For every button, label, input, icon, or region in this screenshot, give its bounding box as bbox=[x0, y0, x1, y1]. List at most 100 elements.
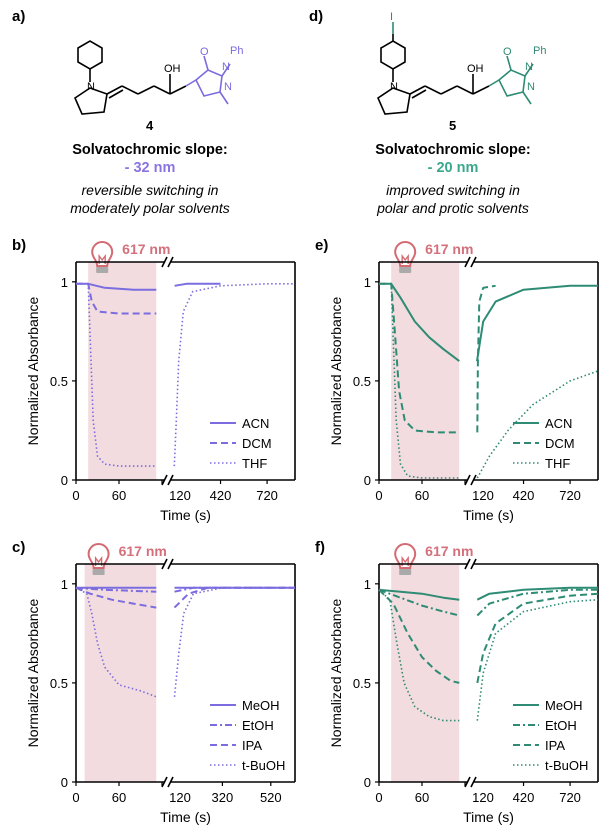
axis-break-mark bbox=[470, 776, 477, 788]
legend-label: DCM bbox=[545, 436, 575, 451]
y-tick-label: 0.5 bbox=[50, 374, 68, 389]
panel-label-a: a) bbox=[12, 8, 26, 25]
y-tick-label: 0 bbox=[364, 473, 371, 488]
x-tick-label: 420 bbox=[210, 488, 232, 503]
chart-b: b) 617 nm 0 0.5 1 0 60 120 420 720 Time (s) Normali… bbox=[12, 237, 296, 523]
series-line-dcm-left bbox=[76, 282, 157, 315]
bulb-glass bbox=[394, 543, 417, 569]
series-line-dcm-right bbox=[476, 284, 496, 433]
x-tick-label: 120 bbox=[169, 790, 191, 805]
bulb-filament bbox=[94, 555, 103, 566]
series-line-dcm-left bbox=[379, 282, 460, 434]
x-tick-label: 0 bbox=[375, 790, 382, 805]
y-axis-label: Normalized Absorbance bbox=[25, 296, 41, 445]
legend-label: DCM bbox=[242, 436, 272, 451]
x-axis-label: Time (s) bbox=[160, 507, 211, 523]
chart-f: f) 617 nm 0 0.5 1 0 60 120 420 720 Time (s) Normali… bbox=[315, 539, 599, 825]
oh-label: OH bbox=[164, 63, 181, 75]
x-tick-label: 60 bbox=[112, 488, 126, 503]
panel-label-d: d) bbox=[309, 8, 324, 25]
n-ring-label: N bbox=[390, 81, 398, 93]
bulb-glass bbox=[91, 241, 114, 267]
axis-break-mark bbox=[464, 474, 471, 486]
chart-e: e) 617 nm 0 0.5 1 0 60 120 420 720 Time (s) Normali… bbox=[315, 237, 599, 523]
y-axis-label: Normalized Absorbance bbox=[328, 598, 344, 747]
compound-number: 5 bbox=[449, 118, 456, 133]
irradiation-wavelength-label: 617 nm bbox=[425, 543, 473, 559]
n2-label: N bbox=[224, 81, 232, 93]
legend-label: EtOH bbox=[545, 718, 577, 733]
x-tick-label: 520 bbox=[260, 790, 282, 805]
compound-5-structure: I N OH O N N Ph 5 bbox=[376, 11, 546, 133]
irradiation-window bbox=[391, 564, 460, 782]
axis-break-mark bbox=[161, 474, 168, 486]
bulb-filament bbox=[98, 253, 106, 264]
y-tick-label: 1 bbox=[364, 275, 371, 290]
x-axis-label: Time (s) bbox=[160, 809, 211, 825]
series-line-ipa-right bbox=[476, 592, 599, 684]
y-tick-label: 0.5 bbox=[353, 374, 371, 389]
x-tick-label: 60 bbox=[112, 790, 126, 805]
n-ring-label: N bbox=[87, 81, 95, 93]
series-line-tbuoh-left bbox=[378, 589, 460, 722]
n1-label: N bbox=[222, 61, 230, 73]
x-tick-label: 60 bbox=[415, 488, 429, 503]
bulb-glass bbox=[394, 241, 417, 267]
legend-label: THF bbox=[242, 456, 267, 471]
kinetics-charts: b) 617 nm 0 0.5 1 0 60 120 420 720 Time (s) Normali… bbox=[12, 237, 599, 825]
slope-title: Solvatochromic slope: bbox=[375, 142, 531, 158]
series-line-ipa-left bbox=[378, 589, 460, 684]
i-label: I bbox=[390, 11, 393, 23]
axis-break-mark bbox=[470, 256, 477, 268]
legend-label: THF bbox=[545, 456, 570, 471]
x-tick-label: 60 bbox=[415, 790, 429, 805]
o-label: O bbox=[200, 46, 209, 58]
y-tick-label: 0.5 bbox=[50, 676, 68, 691]
series-line-ipa-left bbox=[75, 586, 157, 609]
bulb-base bbox=[96, 267, 109, 273]
y-axis-label: Normalized Absorbance bbox=[25, 598, 41, 747]
x-tick-label: 0 bbox=[72, 488, 79, 503]
axis-break-mark bbox=[167, 776, 174, 788]
x-tick-label: 420 bbox=[513, 790, 535, 805]
series-line-thf-right bbox=[476, 370, 599, 479]
series-line-meoh-right bbox=[476, 586, 598, 601]
x-tick-label: 0 bbox=[375, 488, 382, 503]
y-tick-label: 0 bbox=[61, 775, 68, 790]
description-line-2: moderately polar solvents bbox=[70, 200, 230, 216]
axis-break-mark bbox=[161, 558, 168, 570]
y-tick-label: 1 bbox=[61, 275, 68, 290]
description-line-2: polar and protic solvents bbox=[377, 200, 529, 216]
legend-label: t-BuOH bbox=[242, 758, 285, 773]
series-line-meoh-left bbox=[378, 588, 460, 601]
x-tick-label: 120 bbox=[472, 790, 494, 805]
axis-break-mark bbox=[167, 474, 174, 486]
legend-label: MeOH bbox=[242, 698, 280, 713]
bulb-base bbox=[399, 267, 412, 273]
bulb-glass bbox=[87, 543, 110, 569]
oh-label: OH bbox=[467, 63, 484, 75]
ph-label: Ph bbox=[230, 45, 243, 57]
y-axis-label: Normalized Absorbance bbox=[328, 296, 344, 445]
legend-label: t-BuOH bbox=[545, 758, 588, 773]
series-line-thf-right bbox=[173, 283, 295, 467]
x-tick-label: 120 bbox=[169, 488, 191, 503]
light-bulb-icon bbox=[87, 543, 110, 575]
chart-c: c) 617 nm 0 0.5 1 0 60 120 320 520 Time (s) Normali… bbox=[12, 539, 296, 825]
legend-label: IPA bbox=[242, 738, 262, 753]
x-tick-label: 720 bbox=[559, 488, 581, 503]
series-line-ipa-right bbox=[173, 586, 295, 609]
bulb-filament bbox=[401, 555, 409, 566]
panel-label: b) bbox=[12, 237, 26, 254]
series-line-acn-right bbox=[476, 284, 598, 362]
axis-break-mark bbox=[161, 776, 168, 788]
compound-number: 4 bbox=[146, 118, 154, 133]
legend-label: IPA bbox=[545, 738, 565, 753]
series-line-etoh-right bbox=[476, 588, 598, 617]
axis-break-mark bbox=[470, 474, 477, 486]
series-line-tbuoh-right bbox=[173, 587, 295, 697]
series-line-etoh-left bbox=[378, 588, 460, 617]
y-tick-label: 0.5 bbox=[353, 676, 371, 691]
compound-4-structure: N OH O N N Ph 4 bbox=[73, 40, 243, 133]
n1-label: N bbox=[525, 61, 533, 73]
